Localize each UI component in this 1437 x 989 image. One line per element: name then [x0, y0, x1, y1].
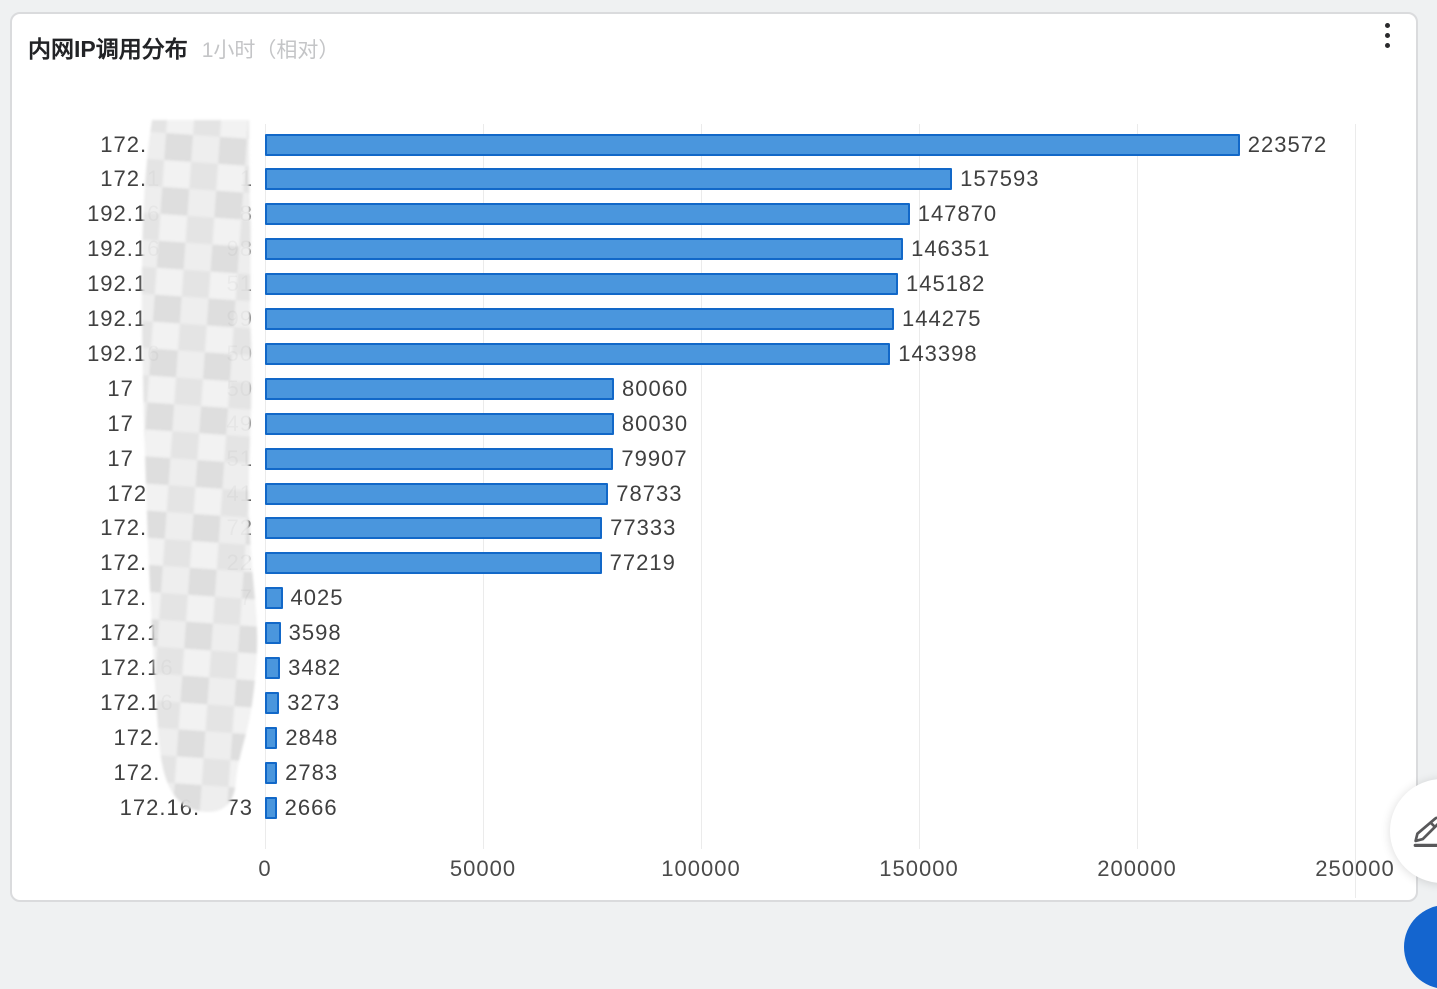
bar-value-label: 80030 — [621, 410, 689, 436]
chart-row: 192.16 98 146351 — [12, 232, 1416, 267]
x-tick-label: 50000 — [449, 856, 517, 881]
bar[interactable] — [265, 726, 278, 749]
kebab-menu-icon[interactable] — [1372, 18, 1402, 52]
ip-label: 172.1 1 — [100, 166, 253, 192]
bar[interactable] — [265, 377, 615, 400]
bar-value-label: 77333 — [610, 515, 677, 541]
bar-value-label: 2783 — [285, 759, 339, 785]
bar[interactable] — [265, 238, 904, 261]
ip-label: 172 41 — [107, 480, 253, 506]
ip-label: 192.16 8 — [87, 201, 253, 227]
chart-row: 172. 223572 — [12, 127, 1416, 162]
bar[interactable] — [265, 273, 898, 296]
panel-title: 内网IP调用分布 — [28, 36, 188, 62]
ip-label: 172.16 — [100, 689, 253, 715]
bar-value-label: 77219 — [609, 550, 676, 576]
chart-row: 172. 2848 — [12, 720, 1416, 755]
bar-value-label: 145182 — [905, 271, 986, 297]
bar-value-label: 147870 — [917, 201, 998, 227]
blue-fab-partial[interactable] — [1404, 905, 1437, 989]
x-tick-label: 0 — [258, 856, 272, 881]
chart-rows: 172. 223572 172.1 1 157593 192.16 8 1478… — [12, 127, 1416, 827]
chart-row: 192.16 50 143398 — [12, 336, 1416, 371]
panel-card: 内网IP调用分布 1小时（相对） 172. 223572 172.1 1 157… — [10, 12, 1418, 902]
chart-row: 172. 2783 — [12, 755, 1416, 790]
chart-row: 172 41 78733 — [12, 476, 1416, 511]
bar[interactable] — [265, 691, 280, 714]
bar-value-label: 157593 — [960, 166, 1040, 192]
chart-row: 172.16. 73 2666 — [12, 790, 1416, 825]
bar[interactable] — [265, 447, 614, 470]
ip-label: 192.1 51 — [87, 271, 253, 297]
bar[interactable] — [265, 587, 283, 610]
chart-row: 172. 72 77333 — [12, 511, 1416, 546]
chart-row: 17 50 80060 — [12, 371, 1416, 406]
bar[interactable] — [265, 761, 278, 784]
x-tick-label: 250000 — [1315, 856, 1395, 881]
bar[interactable] — [265, 308, 895, 330]
bar[interactable] — [265, 517, 603, 540]
chart-row: 172. 22 77219 — [12, 546, 1416, 581]
ip-label: 172.16. 73 — [119, 794, 253, 820]
chart-row: 172.16 3482 — [12, 651, 1416, 686]
bar[interactable] — [265, 482, 609, 505]
ip-label: 192.1 99 — [87, 306, 253, 331]
x-tick-label: 150000 — [879, 856, 959, 881]
pencil-edit-icon — [1413, 816, 1437, 848]
bar-value-label: 3482 — [288, 655, 342, 680]
bar[interactable] — [265, 552, 602, 575]
bar[interactable] — [265, 412, 614, 435]
bar-value-label: 78733 — [616, 480, 683, 506]
bar-value-label: 146351 — [911, 236, 991, 262]
chart-row: 17 49 80030 — [12, 406, 1416, 441]
ip-label: 172. 72 — [100, 515, 253, 541]
x-tick-label: 200000 — [1097, 856, 1177, 881]
bar-value-label: 223572 — [1247, 131, 1328, 157]
chart-row: 192.1 51 145182 — [12, 267, 1416, 302]
bar[interactable] — [265, 203, 910, 226]
bar-value-label: 79907 — [621, 445, 688, 471]
bar[interactable] — [265, 796, 277, 819]
chart-row: 192.1 99 144275 — [12, 302, 1416, 337]
ip-label: 172. 22 — [100, 550, 253, 576]
bar[interactable] — [265, 168, 953, 191]
bar-value-label: 3273 — [287, 689, 341, 715]
ip-label: 172. — [100, 131, 253, 157]
chart-row: 172. 7 4025 — [12, 581, 1416, 616]
bar-value-label: 3598 — [288, 620, 342, 646]
panel-header: 内网IP调用分布 1小时（相对） — [28, 30, 1400, 64]
bar[interactable] — [265, 622, 281, 645]
chart-row: 172.1 3598 — [12, 616, 1416, 651]
ip-label: 192.16 98 — [87, 236, 253, 262]
bar-value-label: 143398 — [898, 340, 978, 366]
bar[interactable] — [265, 342, 891, 365]
chart-row: 172.16 3273 — [12, 685, 1416, 720]
bar-value-label: 4025 — [290, 585, 344, 611]
ip-label: 172. — [113, 724, 253, 750]
bar-value-label: 144275 — [902, 306, 982, 331]
bar[interactable] — [265, 657, 281, 679]
chart-row: 172.1 1 157593 — [12, 162, 1416, 197]
ip-label: 17 51 — [107, 445, 253, 471]
ip-label: 172.16 — [100, 655, 253, 680]
chart-row: 192.16 8 147870 — [12, 197, 1416, 232]
ip-label: 172.1 — [100, 620, 253, 646]
bar-value-label: 2848 — [285, 724, 339, 750]
chart-row: 17 51 79907 — [12, 441, 1416, 476]
x-axis: 0 50000 100000 150000 200000 250000 — [12, 856, 1416, 886]
bar-value-label: 80060 — [622, 375, 689, 401]
ip-label: 17 50 — [107, 375, 253, 401]
bar-value-label: 2666 — [284, 794, 338, 820]
ip-label: 172. 7 — [100, 585, 253, 611]
x-tick-label: 100000 — [661, 856, 741, 881]
ip-label: 172. — [113, 759, 253, 785]
ip-label: 17 49 — [107, 410, 253, 436]
panel-subtitle: 1小时（相对） — [201, 39, 340, 62]
ip-label: 192.16 50 — [87, 340, 253, 366]
bar[interactable] — [265, 133, 1240, 156]
bar-chart: 172. 223572 172.1 1 157593 192.16 8 1478… — [12, 14, 1416, 900]
